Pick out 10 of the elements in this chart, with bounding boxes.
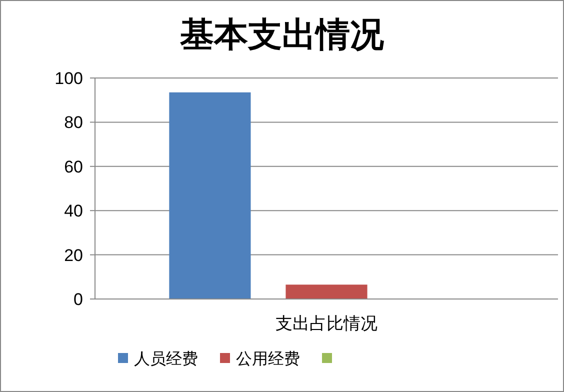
x-tick-label: 支出占比情况 xyxy=(276,314,378,333)
y-tick-label: 0 xyxy=(74,290,83,309)
y-tick-label: 40 xyxy=(64,202,83,221)
y-tick-label: 80 xyxy=(64,113,83,132)
y-tick-label: 60 xyxy=(64,157,83,176)
chart-title: 基本支出情况 xyxy=(179,17,385,54)
y-tick-label: 20 xyxy=(64,246,83,265)
y-tick-label: 100 xyxy=(54,69,83,88)
legend-label: 公用经费 xyxy=(236,350,300,368)
legend-label: 人员经费 xyxy=(134,350,198,368)
